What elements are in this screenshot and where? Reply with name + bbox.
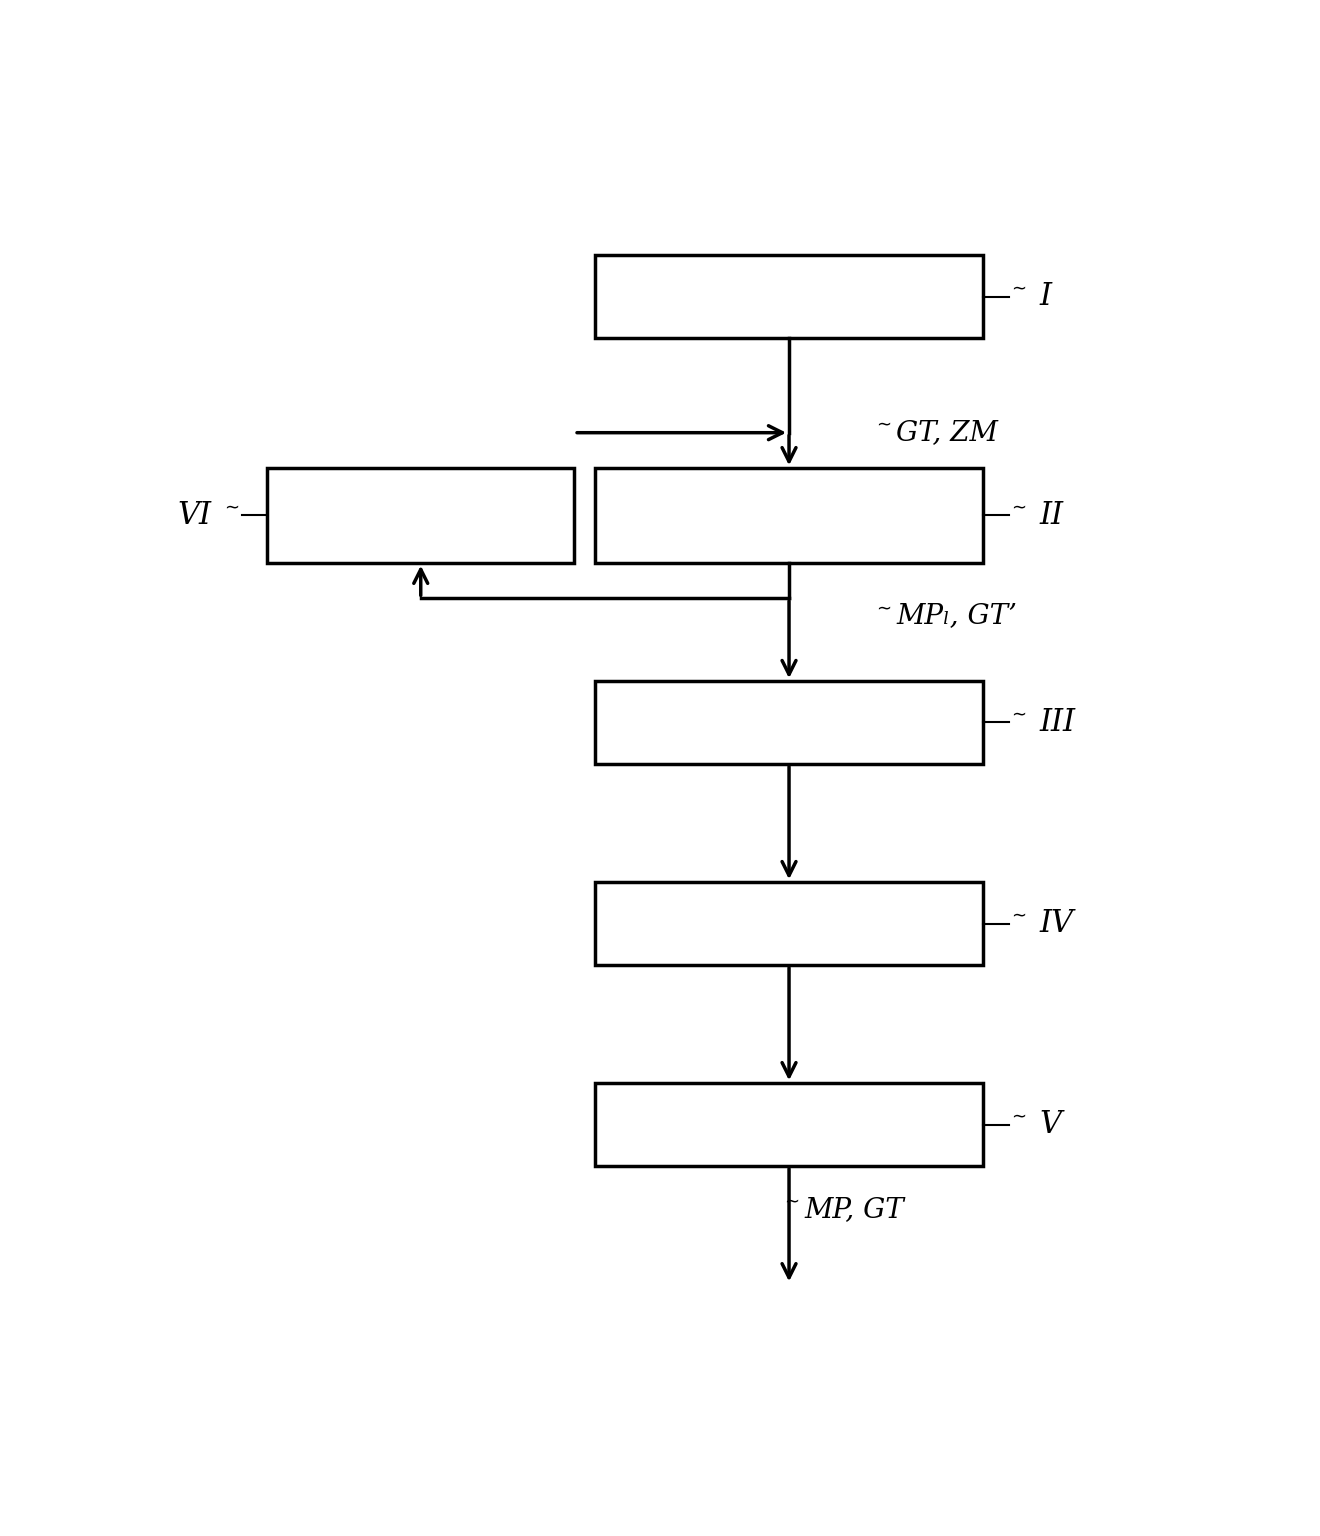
Text: ∼: ∼: [784, 1193, 800, 1212]
Text: IV: IV: [1040, 908, 1073, 938]
Text: I: I: [1040, 281, 1052, 312]
Text: ∼: ∼: [1011, 1109, 1026, 1126]
Text: ∼: ∼: [1011, 908, 1026, 925]
Bar: [267, 468, 574, 562]
Text: III: III: [1040, 707, 1076, 737]
Text: ∼: ∼: [1011, 707, 1026, 725]
Bar: [594, 255, 983, 338]
Text: ∼: ∼: [876, 601, 891, 617]
Text: ∼: ∼: [1011, 281, 1026, 298]
Text: II: II: [1040, 501, 1064, 531]
Bar: [594, 882, 983, 965]
Bar: [594, 680, 983, 763]
Text: VI: VI: [177, 501, 211, 531]
Bar: [594, 468, 983, 562]
Text: MPₗ, GT’: MPₗ, GT’: [896, 602, 1018, 630]
Text: ∼: ∼: [876, 416, 891, 435]
Text: V: V: [1040, 1109, 1061, 1140]
Bar: [594, 1083, 983, 1166]
Text: ∼: ∼: [224, 499, 240, 518]
Text: MP, GT: MP, GT: [804, 1197, 904, 1223]
Text: GT, ZM: GT, ZM: [896, 419, 998, 445]
Text: ∼: ∼: [1011, 499, 1026, 518]
